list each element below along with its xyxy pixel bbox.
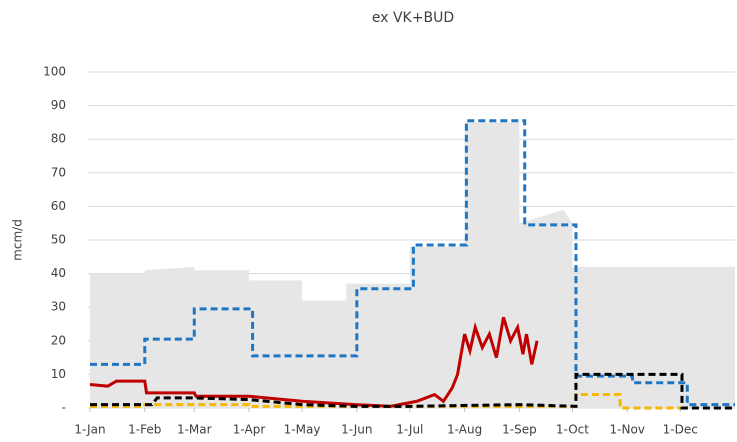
x-tick-label: 1-Apr <box>233 423 266 437</box>
x-tick-label: 1-Mar <box>177 423 212 437</box>
line <box>90 372 735 410</box>
x-tick-label: 1-Jul <box>396 423 423 437</box>
x-tick-label: 1-Dec <box>663 423 698 437</box>
line <box>90 393 682 410</box>
line <box>89 316 539 408</box>
y-tick-label: - <box>62 401 66 415</box>
x-tick-label: 1-May <box>284 423 321 437</box>
y-tick-label: 10 <box>51 367 66 381</box>
y-tick-label: 70 <box>51 165 66 179</box>
x-tick-label: 1-Jan <box>74 423 105 437</box>
y-tick-label: 80 <box>51 132 66 146</box>
y-tick-label: 20 <box>51 333 66 347</box>
x-tick-label: 1-Oct <box>556 423 589 437</box>
x-tick-label: 1-Feb <box>128 423 161 437</box>
area <box>90 122 735 409</box>
x-tick-label: 1-Aug <box>447 423 482 437</box>
x-tick-label: 1-Sep <box>502 423 537 437</box>
y-tick-label: 30 <box>51 300 66 314</box>
y-tick-label: 50 <box>51 233 66 247</box>
line <box>90 119 735 407</box>
x-tick-label: 1-Nov <box>610 423 645 437</box>
y-tick-label: 40 <box>51 266 66 280</box>
y-axis-label: mcm/d <box>11 219 25 261</box>
y-tick-label: 100 <box>43 65 66 79</box>
y-tick-label: 90 <box>51 98 66 112</box>
y-tick-label: 60 <box>51 199 66 213</box>
chart-title: ex VK+BUD <box>372 10 454 26</box>
x-tick-label: 1-Jun <box>341 423 372 437</box>
